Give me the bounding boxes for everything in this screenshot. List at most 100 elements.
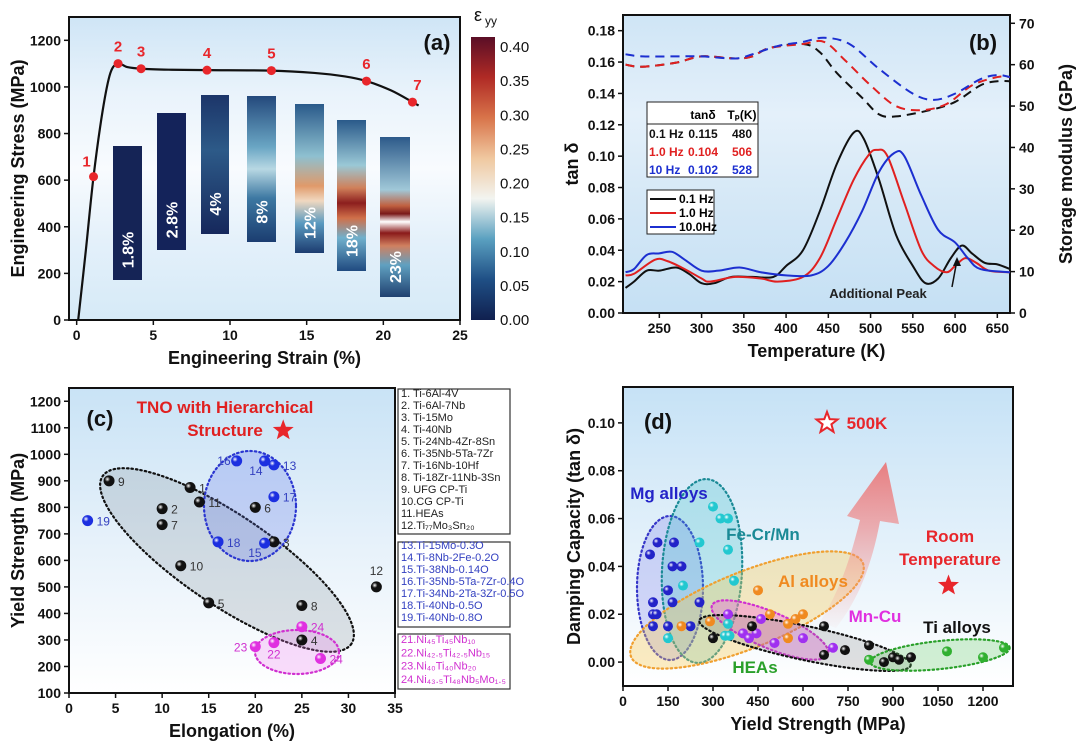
alloy-point xyxy=(819,649,829,660)
colorbar-tick-label: 0.10 xyxy=(500,244,529,261)
legend-label: 10.0Hz xyxy=(679,220,717,234)
colorbar-tick-label: 0.30 xyxy=(500,107,529,124)
panel-label: (b) xyxy=(969,30,997,55)
group-label: Ti alloys xyxy=(923,618,991,637)
alloy-point xyxy=(744,633,754,644)
x-tick-label: 350 xyxy=(732,320,756,336)
x-tick-label: 300 xyxy=(690,320,714,336)
point-label: 5 xyxy=(218,597,225,611)
y-tick-label: 800 xyxy=(38,499,62,515)
point-label: 6 xyxy=(264,501,271,515)
alloy-point xyxy=(723,513,733,524)
alloy-point xyxy=(756,614,766,625)
y-tick-label: 0.08 xyxy=(588,180,615,196)
legend-item: 15.Ti-38Nb-0.14O xyxy=(401,564,489,576)
alloy-point xyxy=(747,621,757,632)
panel-b-dma-chart: 250 300 350 400 450 500 550 600 6500.000.020.040… xyxy=(562,14,1076,361)
alloy-point xyxy=(676,621,687,632)
panel-a-stress-strain-chart: 0 5 10 15 20 25020040060080010001200Engineeri… xyxy=(8,5,529,368)
alloy-point xyxy=(370,581,382,593)
stress-strain-curve xyxy=(77,62,420,321)
colorbar-title-subscript: yy xyxy=(485,14,497,28)
alloy-point xyxy=(268,536,280,548)
panel-c-strength-elongation-chart: 0 5 10 15 20 25 30 3510020030040050060070080090… xyxy=(8,387,525,741)
point-label: 18 xyxy=(227,536,241,550)
plot-background xyxy=(69,388,395,693)
legend-item: 10.CG CP-Ti xyxy=(401,496,464,508)
y-axis-label: Yield Strength (MPa) xyxy=(8,453,28,628)
y-tick-label: 0.04 xyxy=(588,242,615,258)
dic-strain-map xyxy=(295,104,324,253)
table-cell-peak-temperature: 528 xyxy=(732,163,752,177)
x-tick-label: 20 xyxy=(247,700,263,716)
colorbar-tick-label: 0.05 xyxy=(500,278,529,295)
alloy-point xyxy=(667,561,678,572)
alloy-point xyxy=(708,633,718,644)
alloy-point xyxy=(906,652,916,663)
y-tick-label: 0.02 xyxy=(588,274,615,290)
y2-tick-label: 30 xyxy=(1019,181,1035,197)
y2-tick-label: 70 xyxy=(1019,15,1035,31)
y-tick-label: 0.16 xyxy=(588,54,615,70)
alloy-point xyxy=(259,537,271,549)
x-tick-label: 25 xyxy=(294,700,310,716)
alloy-point xyxy=(790,614,801,625)
y-tick-label: 0.10 xyxy=(588,148,615,164)
point-label: 19 xyxy=(97,515,111,529)
x-axis-label: Engineering Strain (%) xyxy=(168,348,361,368)
annotation-room-temperature: Temperature xyxy=(899,550,1001,569)
table-cell-tan-delta: 0.104 xyxy=(688,145,718,159)
point-label: 24 xyxy=(329,653,343,667)
x-tick-label: 150 xyxy=(656,693,680,709)
alloy-point xyxy=(798,633,808,644)
y-tick-label: 0.00 xyxy=(588,305,615,321)
y-tick-label: 700 xyxy=(38,526,62,542)
x-tick-label: 0 xyxy=(619,693,627,709)
y2-tick-label: 40 xyxy=(1019,139,1035,155)
alloy-point xyxy=(819,621,829,632)
legend-item: 23.Ni₄₀Ti₄₀Nb₂₀ xyxy=(401,661,476,673)
alloy-point xyxy=(156,519,168,531)
colorbar-title: ε xyxy=(474,5,482,25)
alloy-point xyxy=(652,537,663,548)
y-tick-label: 100 xyxy=(38,685,62,701)
y2-tick-label: 20 xyxy=(1019,222,1035,238)
legend-box xyxy=(397,541,511,628)
table-cell-tan-delta: 0.115 xyxy=(688,127,718,141)
legend-item: 19.Ti-40Nb-0.8O xyxy=(401,612,483,624)
alloy-point xyxy=(783,618,793,629)
y-axis-label: Damping Capacity (tan δ) xyxy=(564,428,584,645)
star-outline-icon xyxy=(813,409,841,435)
storage-modulus-line xyxy=(625,39,1010,112)
x-tick-label: 1050 xyxy=(922,693,953,709)
y2-tick-label: 0 xyxy=(1019,305,1027,321)
y-tick-label: 0 xyxy=(53,312,61,328)
x-tick-label: 0 xyxy=(65,700,73,716)
y-tick-label: 1200 xyxy=(30,393,61,409)
legend-item: 6. Ti-35Nb-5Ta-7Zr xyxy=(401,448,494,460)
point-label: 9 xyxy=(118,475,125,489)
alloy-point xyxy=(879,657,889,668)
y-tick-label: 1000 xyxy=(30,79,61,95)
annotation-500k: 500K xyxy=(847,414,888,433)
x-tick-label: 25 xyxy=(452,327,468,343)
colorbar-tick-label: 0.20 xyxy=(500,176,529,193)
alloy-point xyxy=(723,609,733,620)
x-tick-label: 600 xyxy=(943,320,967,336)
marker-label: 6 xyxy=(362,56,370,73)
alloy-point xyxy=(685,621,696,632)
point-label: 17 xyxy=(283,491,297,505)
panel-label: (a) xyxy=(424,30,451,55)
curve-marker xyxy=(113,59,123,69)
y-tick-label: 0.04 xyxy=(588,558,615,574)
y2-axis-label: Storage modulus (GPa) xyxy=(1056,64,1076,264)
x-tick-label: 600 xyxy=(791,693,815,709)
strain-label: 4% xyxy=(208,192,225,215)
annotation-additional-peak: Additional Peak xyxy=(829,286,927,301)
alloy-point xyxy=(203,597,215,609)
group-label: Mn-Cu xyxy=(849,607,902,626)
alloy-point xyxy=(783,633,793,644)
plot-frame xyxy=(622,14,1011,314)
y-tick-label: 500 xyxy=(38,579,62,595)
